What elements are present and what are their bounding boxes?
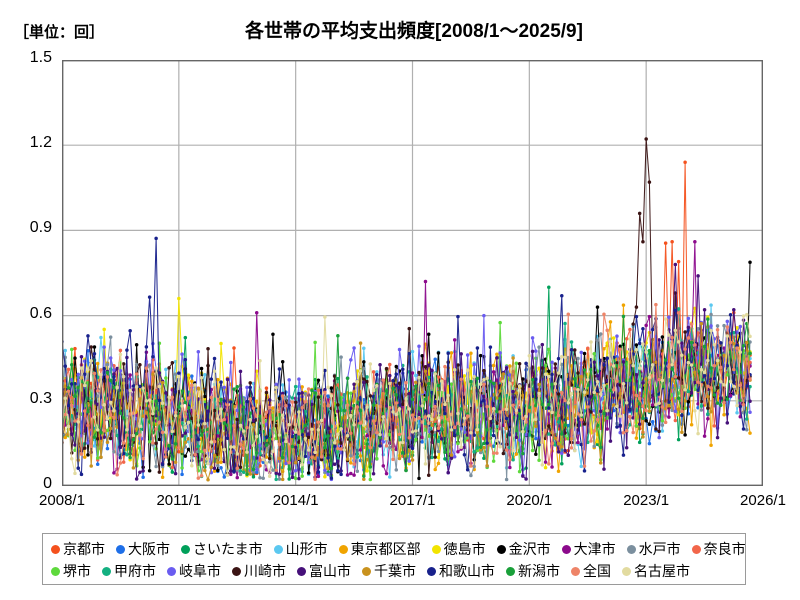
legend-label: 水戸市 — [638, 541, 681, 557]
legend-label: 全国 — [583, 563, 611, 579]
legend-label: 富山市 — [309, 563, 351, 579]
legend-marker-icon — [297, 566, 306, 576]
legend-marker-icon — [431, 544, 441, 554]
legend-label: 奈良市 — [703, 541, 746, 557]
legend-marker-icon — [691, 544, 701, 554]
legend-label: 千葉市 — [374, 563, 416, 579]
legend-row: 堺市 甲府市 岐阜市 川崎市 富山市 千葉市 和歌山市 新潟市 全国 名古屋市 — [51, 560, 739, 582]
legend-marker-icon — [561, 544, 571, 554]
legend-item-さいたま市[interactable]: さいたま市 — [181, 542, 263, 556]
y-tick-label: 1.5 — [29, 49, 52, 66]
legend-item-名古屋市[interactable]: 名古屋市 — [622, 564, 690, 578]
legend-marker-icon — [51, 544, 60, 554]
legend-item-新潟市[interactable]: 新潟市 — [506, 564, 560, 578]
series-全国 — [62, 302, 752, 482]
legend-item-東京都区部[interactable]: 東京都区部 — [338, 541, 421, 557]
legend-row: 京都市 大阪市 さいたま市 山形市 東京都区部 徳島市 金沢市 大津市 水戸市 奈良市 — [51, 538, 746, 560]
legend-label: 金沢市 — [508, 541, 551, 557]
unit-label: ［単位：回］ — [14, 24, 105, 41]
legend-label: 大津市 — [573, 541, 616, 557]
legend-marker-icon — [571, 566, 580, 576]
legend-item-和歌山市[interactable]: 和歌山市 — [427, 564, 495, 578]
legend-item-大津市[interactable]: 大津市 — [561, 541, 616, 557]
legend-label: 山形市 — [285, 541, 328, 557]
y-tick-label: 0 — [43, 475, 52, 492]
legend-item-金沢市[interactable]: 金沢市 — [496, 541, 551, 557]
plot-frame — [62, 60, 763, 486]
legend-item-水戸市[interactable]: 水戸市 — [626, 541, 681, 557]
legend-marker-icon — [51, 566, 60, 576]
legend-marker-icon — [496, 544, 506, 554]
legend-label: 甲府市 — [114, 563, 156, 579]
legend-label: 川崎市 — [244, 563, 286, 579]
legend-label: 名古屋市 — [634, 563, 690, 579]
legend-label: 和歌山市 — [439, 563, 495, 579]
series-名古屋市 — [62, 312, 752, 478]
x-tick-label: 2011/1 — [156, 492, 202, 509]
legend-item-川崎市[interactable]: 川崎市 — [232, 564, 286, 578]
legend-marker-icon — [181, 544, 190, 554]
y-tick-label: 1.2 — [29, 134, 52, 152]
y-tick-label: 0.3 — [29, 389, 52, 407]
x-tick-label: 2023/1 — [623, 492, 670, 509]
legend-item-岐阜市[interactable]: 岐阜市 — [167, 564, 221, 578]
x-tick-label: 2014/1 — [272, 492, 319, 509]
legend-marker-icon — [427, 566, 436, 576]
legend-marker-icon — [273, 544, 283, 554]
legend-item-山形市[interactable]: 山形市 — [273, 541, 328, 557]
chart-title: 各世帯の平均支出頻度[2008/1〜2025/9] — [245, 21, 583, 42]
legend-label: 新潟市 — [518, 563, 560, 579]
legend-label: 徳島市 — [443, 541, 486, 557]
x-tick-label: 2017/1 — [389, 492, 436, 509]
legend-label: 堺市 — [63, 563, 91, 579]
legend-marker-icon — [626, 544, 636, 554]
legend-item-大阪市[interactable]: 大阪市 — [116, 542, 170, 556]
legend-label: 大阪市 — [128, 541, 170, 557]
x-tick-label: 2020/1 — [506, 492, 553, 509]
y-tick-label: 0.9 — [29, 219, 52, 237]
legend-marker-icon — [338, 544, 348, 554]
legend-item-千葉市[interactable]: 千葉市 — [362, 564, 416, 578]
legend: 京都市 大阪市 さいたま市 山形市 東京都区部 徳島市 金沢市 大津市 水戸市 奈良市堺市 甲府市 岐… — [42, 533, 746, 585]
legend-marker-icon — [116, 544, 125, 554]
legend-item-堺市[interactable]: 堺市 — [51, 564, 91, 578]
legend-marker-icon — [232, 566, 241, 576]
x-tick-label: 2008/1 — [39, 492, 85, 509]
data-series-group — [62, 137, 752, 482]
plot-svg — [62, 60, 763, 486]
legend-item-京都市[interactable]: 京都市 — [51, 542, 105, 556]
legend-marker-icon — [506, 566, 515, 576]
legend-label: 京都市 — [63, 541, 105, 557]
legend-item-富山市[interactable]: 富山市 — [297, 564, 351, 578]
legend-label: 東京都区部 — [350, 541, 421, 557]
legend-item-甲府市[interactable]: 甲府市 — [102, 564, 156, 578]
x-tick-label: 2026/1 — [740, 492, 786, 509]
legend-marker-icon — [102, 566, 111, 576]
legend-label: さいたま市 — [193, 541, 263, 557]
plot-area — [62, 60, 763, 486]
legend-marker-icon — [362, 566, 371, 576]
legend-item-全国[interactable]: 全国 — [571, 564, 611, 578]
legend-item-徳島市[interactable]: 徳島市 — [431, 541, 486, 557]
y-tick-label: 0.6 — [29, 304, 52, 322]
legend-label: 岐阜市 — [179, 563, 221, 579]
legend-item-奈良市[interactable]: 奈良市 — [691, 541, 746, 557]
legend-marker-icon — [167, 566, 176, 576]
legend-marker-icon — [622, 566, 631, 576]
